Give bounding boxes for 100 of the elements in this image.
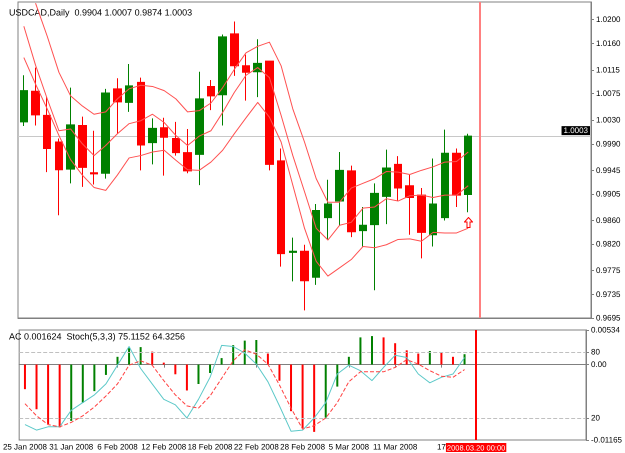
bar xyxy=(93,364,96,392)
candlestick xyxy=(429,158,437,248)
candlestick xyxy=(148,118,157,165)
candlestick xyxy=(405,174,414,236)
bar xyxy=(24,364,26,390)
x-tick-label: 12 Feb 2008 xyxy=(141,442,187,452)
candlestick xyxy=(195,71,204,186)
candlestick xyxy=(55,138,63,216)
candlestick xyxy=(417,188,426,259)
y-tick-label: 0.9695 xyxy=(596,314,622,322)
candlestick xyxy=(265,60,274,171)
candlestick xyxy=(464,133,472,213)
y-tick-label: 0.00 xyxy=(591,360,608,370)
candlestick xyxy=(277,148,285,268)
candlestick xyxy=(125,64,133,112)
bar xyxy=(82,364,84,403)
x-tick-label: 6 Feb 2008 xyxy=(97,442,138,452)
candlestick xyxy=(289,237,297,282)
bar xyxy=(324,364,327,418)
candlestick xyxy=(137,77,145,171)
bar xyxy=(394,343,396,365)
chart-title: AC 0.001624 Stoch(5,3,3) 75.1152 64.3256 xyxy=(9,332,185,342)
x-tick-label: 18 Feb 2008 xyxy=(188,442,234,452)
candlestick xyxy=(218,34,227,126)
bar xyxy=(244,340,246,365)
candlestick xyxy=(207,79,215,111)
bar xyxy=(336,364,338,387)
y-tick-label: 0.9990 xyxy=(596,139,622,148)
bar xyxy=(140,347,142,365)
ref-line-label: 1.0003 xyxy=(564,126,589,136)
bar xyxy=(302,364,304,428)
y-tick-label: -0.01165 xyxy=(591,436,623,444)
bar xyxy=(151,352,154,365)
bar xyxy=(186,364,188,390)
bar xyxy=(428,350,431,365)
y-tick-label: 0.9735 xyxy=(596,290,622,299)
bar xyxy=(359,337,362,365)
candlestick xyxy=(335,152,344,226)
bar xyxy=(70,364,72,421)
candlestick xyxy=(172,121,180,156)
candlestick xyxy=(452,148,461,208)
bar xyxy=(452,356,454,365)
candlestick xyxy=(324,179,332,241)
bar xyxy=(464,354,466,365)
bar xyxy=(116,356,118,365)
y-tick-label: 1.0075 xyxy=(596,89,622,98)
x-tick-label: 28 Feb 2008 xyxy=(280,442,326,452)
candlestick xyxy=(300,244,309,311)
bar xyxy=(290,364,292,412)
y-tick-label: 0.00534 xyxy=(591,326,620,334)
y-tick-label: 0.9820 xyxy=(596,240,622,249)
bar xyxy=(197,364,200,384)
candlestick xyxy=(31,67,40,126)
y-tick-label: 1.0160 xyxy=(596,38,622,48)
y-tick-label: 0.9905 xyxy=(596,189,622,198)
candlestick xyxy=(66,87,75,184)
bar xyxy=(266,354,269,365)
candlestick xyxy=(160,117,168,176)
bar xyxy=(255,340,258,365)
candlestick xyxy=(253,38,262,98)
bar xyxy=(209,364,212,373)
y-tick-label: 1.0030 xyxy=(596,116,622,125)
candlestick xyxy=(370,182,379,291)
bar xyxy=(174,364,176,374)
x-tick-label: 5 Mar 2008 xyxy=(328,442,370,452)
candlestick xyxy=(359,206,367,248)
bar xyxy=(417,354,420,365)
bar xyxy=(382,337,385,365)
candlestick xyxy=(43,96,51,173)
candlestick xyxy=(312,204,320,286)
candlestick xyxy=(78,116,87,188)
y-tick-label: 1.0200 xyxy=(596,15,622,24)
bar xyxy=(313,364,316,432)
y-tick-label: 0.9945 xyxy=(596,166,622,175)
candlestick xyxy=(347,165,356,238)
bar xyxy=(220,358,223,365)
y2-tick-label: 20 xyxy=(591,414,600,422)
candlestick xyxy=(101,88,110,180)
candlestick xyxy=(382,149,391,225)
bar xyxy=(371,336,373,365)
bar xyxy=(348,356,350,365)
candlestick xyxy=(90,130,98,186)
y-tick-label: 0.9860 xyxy=(596,216,622,226)
candlestick xyxy=(230,20,239,76)
bar xyxy=(278,364,280,381)
bar xyxy=(47,364,50,424)
x-tick-label: 31 Jan 2008 xyxy=(49,442,94,452)
bar xyxy=(36,364,38,410)
x-tick-label: 22 Feb 2008 xyxy=(234,442,280,452)
y-tick-label: 0.9775 xyxy=(596,266,622,276)
bar xyxy=(58,364,61,428)
candlestick xyxy=(242,54,250,102)
x-tick-label: 17 xyxy=(436,442,446,452)
y-tick-label: 1.0115 xyxy=(596,65,620,74)
bar xyxy=(440,352,442,365)
candlestick xyxy=(394,156,402,202)
y2-tick-label: 80 xyxy=(591,348,600,356)
x-tick-label: 25 Jan 2008 xyxy=(2,442,48,452)
candlestick xyxy=(113,78,122,134)
candlestick xyxy=(183,128,192,174)
